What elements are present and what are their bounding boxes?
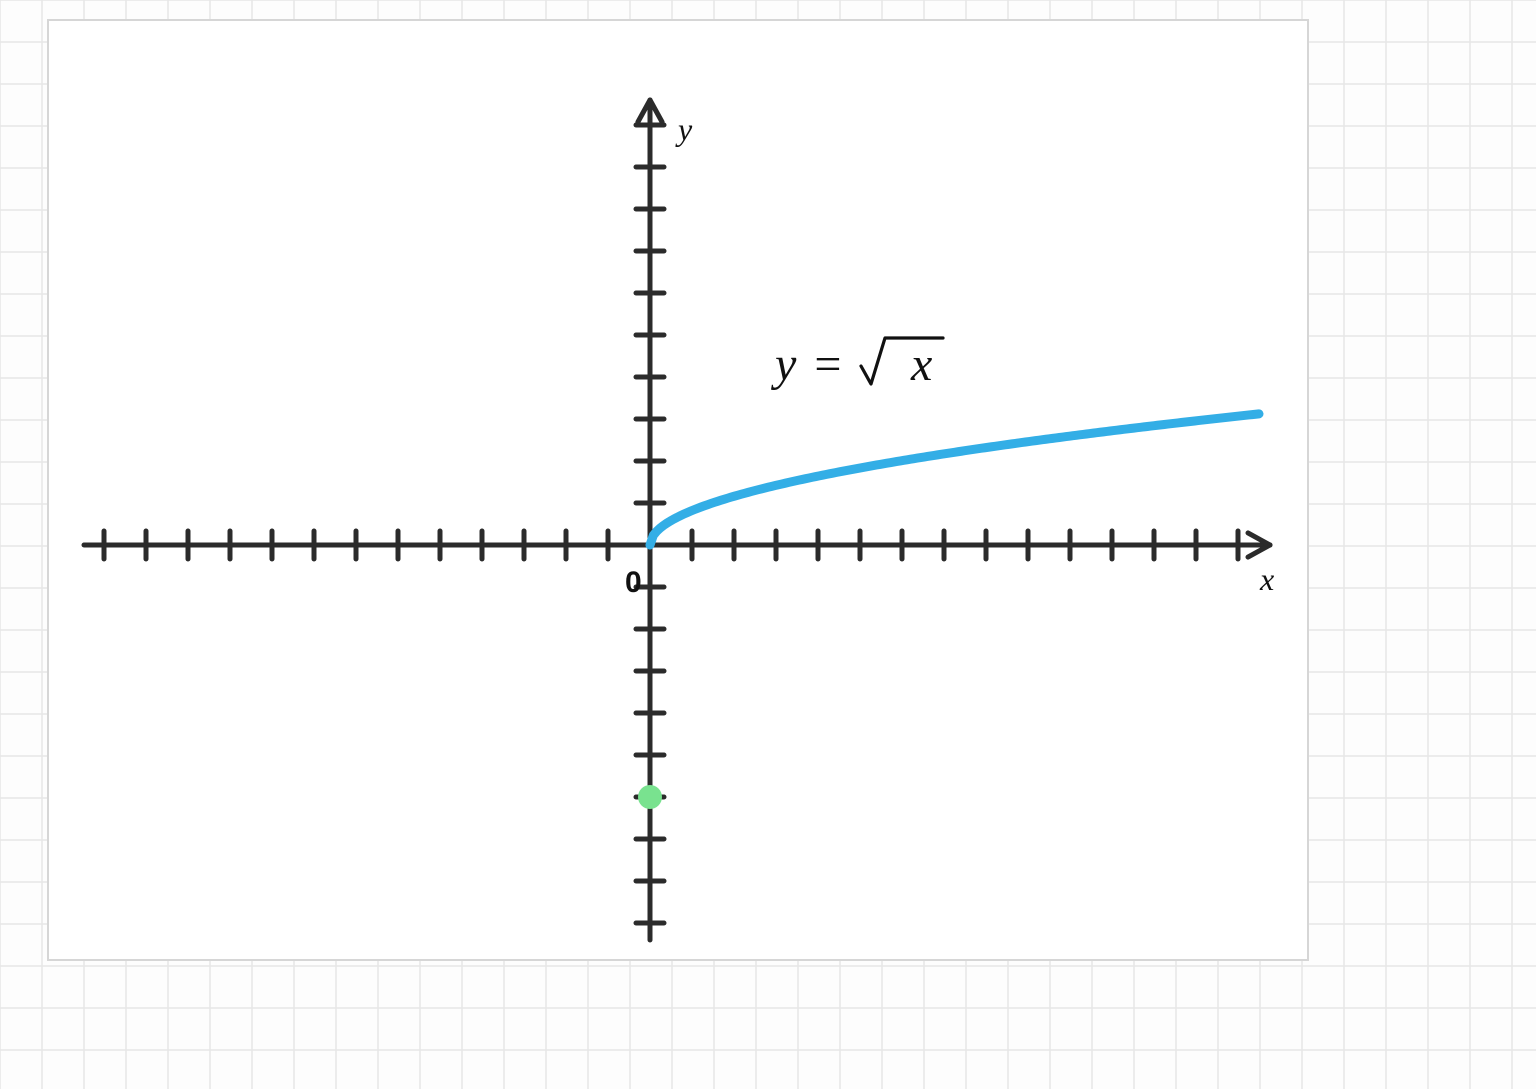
marker-point xyxy=(638,785,662,809)
origin-label: 0 xyxy=(625,566,642,599)
y-axis-label: y xyxy=(675,111,693,147)
plot-frame xyxy=(48,20,1308,960)
x-axis-label: x xyxy=(1259,561,1274,597)
